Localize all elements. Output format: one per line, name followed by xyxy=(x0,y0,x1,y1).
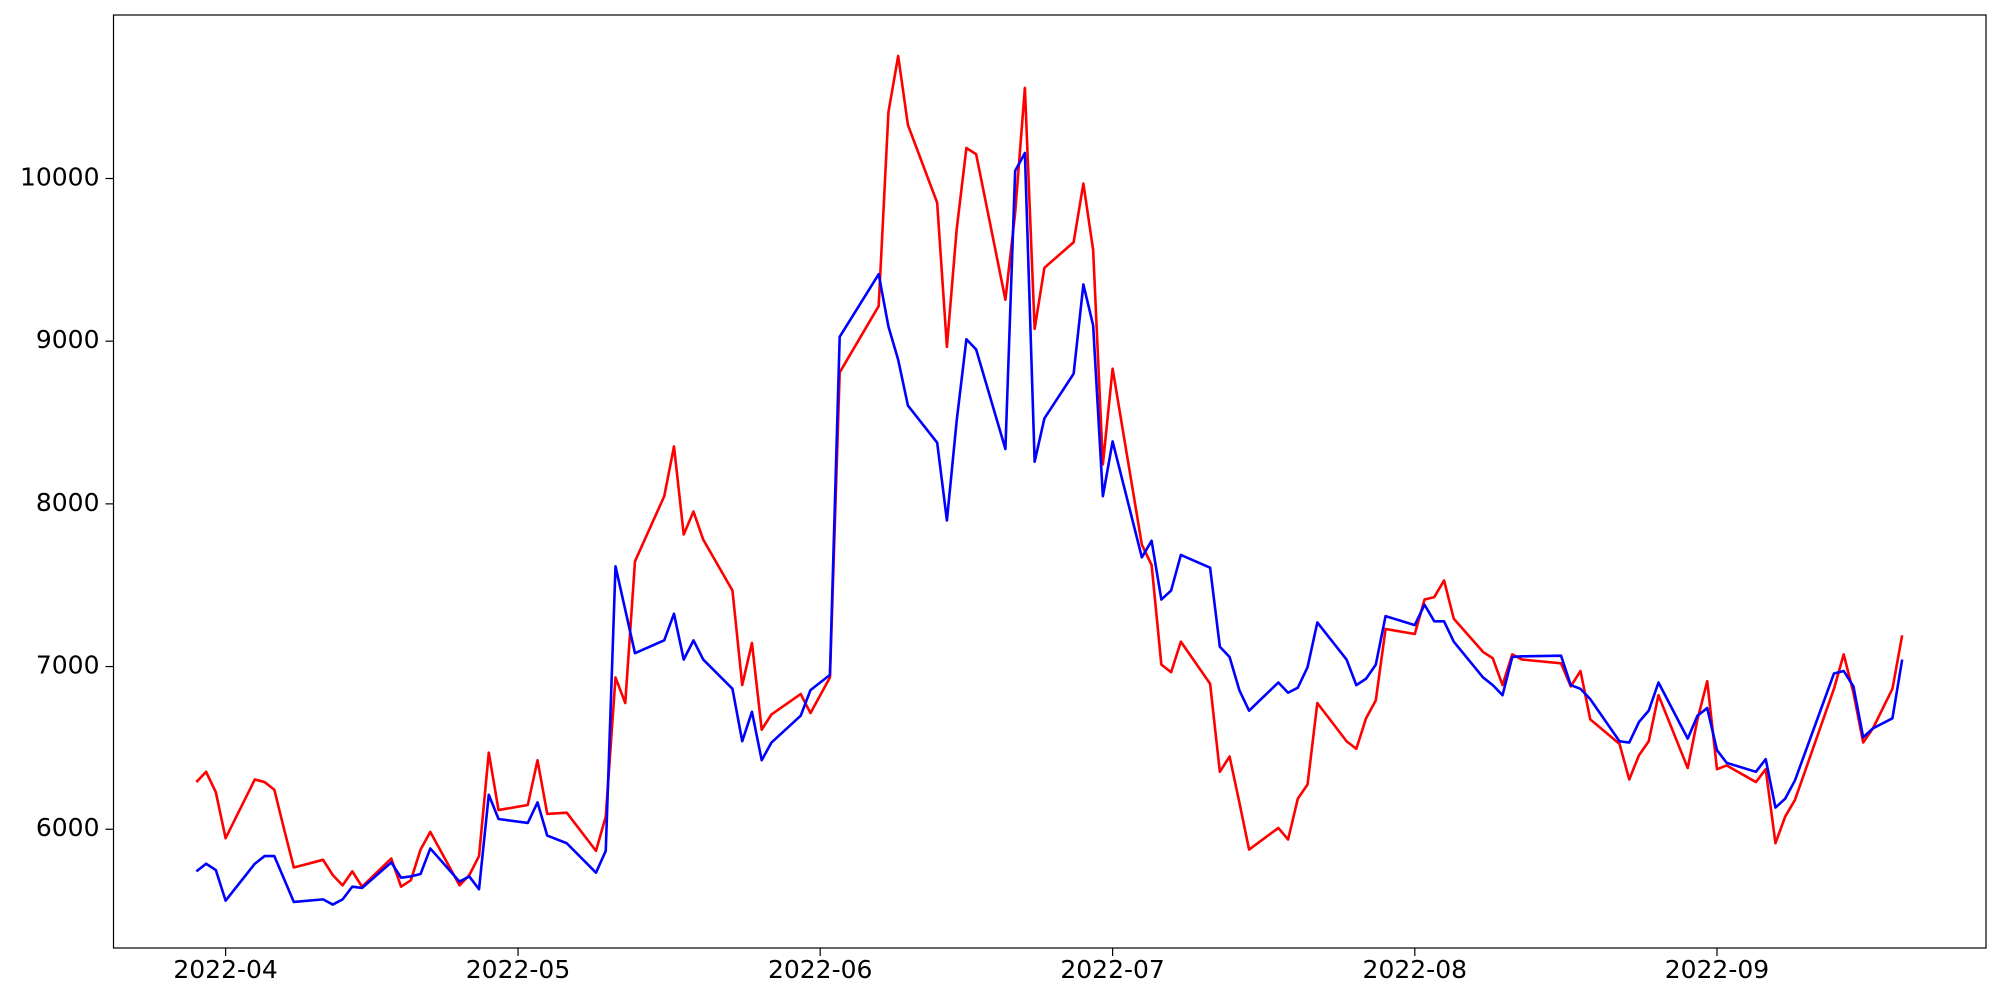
x-tick-label: 2022-08 xyxy=(1363,955,1467,984)
series-line xyxy=(195,54,1904,888)
y-tick-label: 10000 xyxy=(20,162,100,191)
x-tick-label: 2022-06 xyxy=(768,955,872,984)
plot-frame xyxy=(112,14,1987,949)
y-tick-label: 7000 xyxy=(36,651,100,680)
x-tick-label: 2022-09 xyxy=(1665,955,1769,984)
y-tick-label: 6000 xyxy=(36,813,100,842)
x-tick-label: 2022-05 xyxy=(466,955,570,984)
y-tick-label: 9000 xyxy=(36,325,100,354)
x-tick-label: 2022-04 xyxy=(173,955,277,984)
y-tick-label: 8000 xyxy=(36,488,100,517)
series-line xyxy=(195,151,1904,906)
x-tick-label: 2022-07 xyxy=(1060,955,1164,984)
